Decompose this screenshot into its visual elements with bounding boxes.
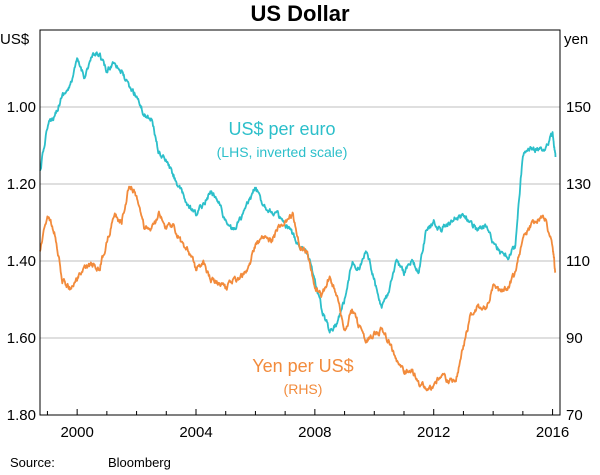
left-axis-ticks: 1.00 1.20 1.40 1.60 1.80 (7, 99, 36, 424)
euro-series-label: US$ per euro (228, 119, 335, 139)
x-tick-label: 2004 (179, 424, 212, 441)
x-tick-label: 2016 (536, 424, 569, 441)
right-axis-ticks: 70 90 110 130 150 (566, 99, 591, 424)
euro-series-line (39, 51, 557, 334)
yen-series-label: Yen per US$ (252, 356, 353, 376)
left-tick-label: 1.20 (7, 176, 36, 193)
source-value: Bloomberg (108, 455, 171, 470)
left-tick-label: 1.40 (7, 253, 36, 270)
right-tick-label: 70 (566, 407, 583, 424)
right-axis-unit: yen (564, 31, 588, 48)
left-tick-label: 1.60 (7, 330, 36, 347)
x-tick-label: 2000 (60, 424, 93, 441)
left-tick-label: 1.80 (7, 407, 36, 424)
yen-series-sublabel: (RHS) (284, 381, 323, 397)
right-tick-label: 130 (566, 176, 591, 193)
right-tick-label: 150 (566, 99, 591, 116)
euro-series-sublabel: (LHS, inverted scale) (217, 144, 348, 160)
grid-lines (40, 106, 560, 339)
yen-series-line (39, 185, 557, 392)
source-label: Source: (10, 455, 55, 470)
right-tick-label: 110 (566, 253, 590, 270)
left-axis-unit: US$ (0, 31, 30, 48)
right-tick-label: 90 (566, 330, 583, 347)
series-layer (39, 51, 557, 392)
left-tick-label: 1.00 (7, 99, 36, 116)
x-axis-ticks: 2000 2004 2008 2012 2016 (46, 409, 569, 441)
chart-title: US Dollar (250, 1, 349, 26)
x-tick-label: 2008 (298, 424, 331, 441)
plot-frame (39, 29, 561, 416)
x-tick-label: 2012 (417, 424, 450, 441)
